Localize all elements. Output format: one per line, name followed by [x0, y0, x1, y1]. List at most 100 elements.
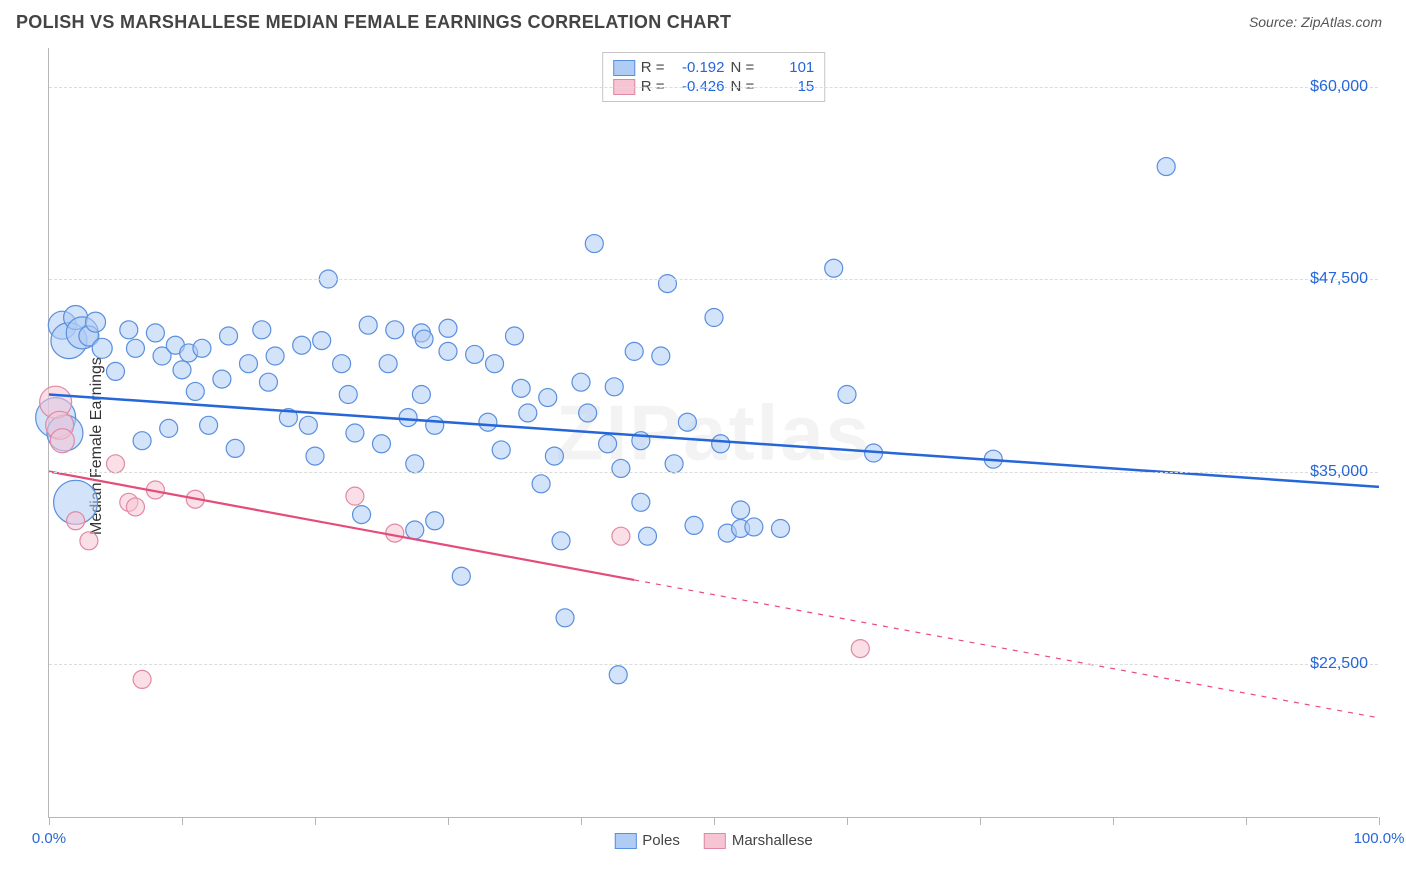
- y-tick-label: $35,000: [1310, 463, 1368, 481]
- data-point: [92, 338, 112, 358]
- data-point: [585, 235, 603, 253]
- data-point: [353, 506, 371, 524]
- x-tick: [1379, 817, 1380, 825]
- data-point: [732, 501, 750, 519]
- data-point: [466, 345, 484, 363]
- data-point: [107, 455, 125, 473]
- data-point: [512, 379, 530, 397]
- data-point: [639, 527, 657, 545]
- data-point: [146, 324, 164, 342]
- data-point: [825, 259, 843, 277]
- data-point: [579, 404, 597, 422]
- data-point: [652, 347, 670, 365]
- data-point: [599, 435, 617, 453]
- data-point: [632, 493, 650, 511]
- data-point: [545, 447, 563, 465]
- data-point: [439, 342, 457, 360]
- data-point: [625, 342, 643, 360]
- trend-line: [49, 395, 1379, 487]
- data-point: [333, 355, 351, 373]
- data-point: [492, 441, 510, 459]
- stats-legend: R = -0.192 N = 101 R = -0.426 N = 15: [602, 52, 826, 102]
- x-tick: [1113, 817, 1114, 825]
- x-tick: [581, 817, 582, 825]
- data-point: [519, 404, 537, 422]
- data-point: [200, 416, 218, 434]
- data-point: [346, 424, 364, 442]
- data-point: [173, 361, 191, 379]
- data-point: [107, 362, 125, 380]
- y-tick-label: $22,500: [1310, 655, 1368, 673]
- y-tick-label: $60,000: [1310, 78, 1368, 96]
- data-point: [80, 532, 98, 550]
- legend-label-marshallese: Marshallese: [732, 832, 813, 849]
- data-point: [532, 475, 550, 493]
- data-point: [745, 518, 763, 536]
- data-point: [612, 527, 630, 545]
- data-point: [306, 447, 324, 465]
- x-tick: [448, 817, 449, 825]
- trend-line-dashed: [634, 580, 1379, 718]
- x-tick: [980, 817, 981, 825]
- x-tick-label: 0.0%: [32, 830, 66, 847]
- data-point: [572, 373, 590, 391]
- data-point: [193, 339, 211, 357]
- n-label: N =: [731, 59, 755, 76]
- data-point: [160, 419, 178, 437]
- data-point: [259, 373, 277, 391]
- data-point: [539, 389, 557, 407]
- series-legend: Poles Marshallese: [614, 832, 812, 849]
- data-point: [213, 370, 231, 388]
- data-point: [665, 455, 683, 473]
- x-tick: [714, 817, 715, 825]
- data-point: [399, 409, 417, 427]
- data-point: [339, 386, 357, 404]
- data-point: [772, 519, 790, 537]
- x-tick: [49, 817, 50, 825]
- plot-area: ZIPatlas R = -0.192 N = 101 R = -0.426 N…: [48, 48, 1378, 818]
- legend-item-marshallese: Marshallese: [704, 832, 813, 849]
- stats-row-poles: R = -0.192 N = 101: [613, 59, 815, 76]
- data-point: [133, 432, 151, 450]
- data-point: [552, 532, 570, 550]
- swatch-marshallese: [704, 833, 726, 849]
- data-point: [479, 413, 497, 431]
- data-point: [838, 386, 856, 404]
- data-point: [359, 316, 377, 334]
- data-point: [186, 382, 204, 400]
- data-point: [678, 413, 696, 431]
- x-tick-label: 100.0%: [1354, 830, 1405, 847]
- source-label: Source: ZipAtlas.com: [1249, 14, 1382, 30]
- n-value-poles: 101: [760, 59, 814, 76]
- data-point: [126, 498, 144, 516]
- data-point: [426, 512, 444, 530]
- gridline: [49, 87, 1378, 88]
- data-point: [439, 319, 457, 337]
- data-point: [67, 512, 85, 530]
- data-point: [685, 516, 703, 534]
- data-point: [406, 521, 424, 539]
- gridline: [49, 279, 1378, 280]
- scatter-svg: [49, 48, 1378, 817]
- data-point: [426, 416, 444, 434]
- data-point: [50, 429, 74, 453]
- data-point: [226, 439, 244, 457]
- gridline: [49, 472, 1378, 473]
- data-point: [253, 321, 271, 339]
- data-point: [851, 640, 869, 658]
- data-point: [220, 327, 238, 345]
- x-tick: [1246, 817, 1247, 825]
- data-point: [1157, 158, 1175, 176]
- r-value-poles: -0.192: [671, 59, 725, 76]
- data-point: [705, 309, 723, 327]
- data-point: [386, 524, 404, 542]
- x-tick: [315, 817, 316, 825]
- data-point: [605, 378, 623, 396]
- legend-label-poles: Poles: [642, 832, 680, 849]
- gridline: [49, 664, 1378, 665]
- swatch-poles: [613, 60, 635, 76]
- data-point: [712, 435, 730, 453]
- r-label: R =: [641, 59, 665, 76]
- y-tick-label: $47,500: [1310, 270, 1368, 288]
- data-point: [346, 487, 364, 505]
